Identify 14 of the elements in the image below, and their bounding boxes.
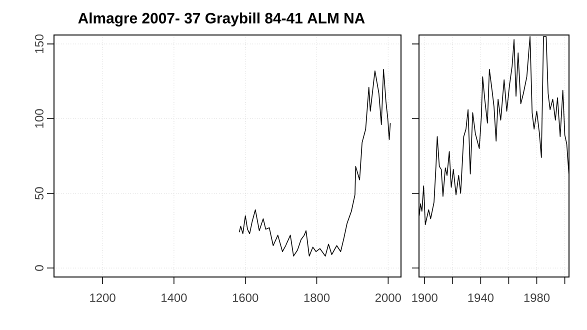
x-tick-label: 1800	[304, 294, 330, 302]
y-tick-label: 0	[35, 265, 44, 271]
chart-title: Almagre 2007- 37 Graybill 84-41 ALM NA	[78, 12, 365, 27]
line-series	[238, 68, 391, 256]
x-tick-label: 1400	[162, 294, 187, 302]
y-tick-label: 150	[35, 34, 44, 54]
x-tick-label: 1900	[412, 294, 438, 302]
y-tick-label: 100	[35, 109, 44, 128]
x-tick-label: 1600	[232, 294, 258, 302]
x-tick-label: 1200	[90, 294, 116, 302]
y-tick-label: 50	[35, 187, 44, 200]
x-tick-label: 2000	[375, 294, 401, 302]
x-tick-label: 1940	[468, 294, 494, 302]
x-tick-label: 1980	[524, 294, 550, 302]
